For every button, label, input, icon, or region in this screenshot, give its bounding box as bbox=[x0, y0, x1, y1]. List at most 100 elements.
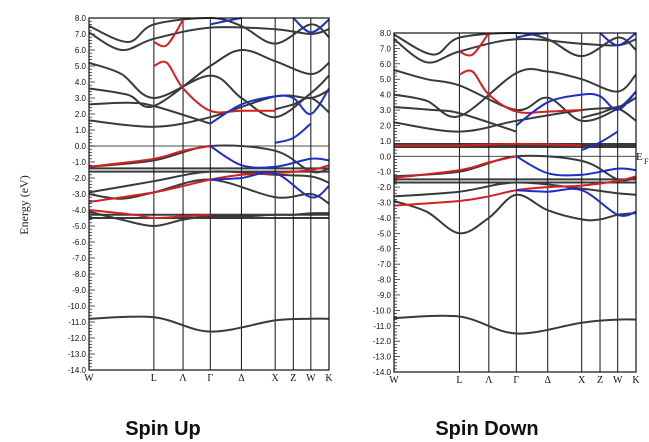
k-point-label: L bbox=[151, 373, 157, 384]
y-tick-label: -9.0 bbox=[72, 286, 86, 295]
y-tick-label: -11.0 bbox=[68, 318, 86, 327]
k-point-label: Z bbox=[597, 375, 603, 386]
black-band-line bbox=[88, 48, 330, 109]
blue-band-line bbox=[274, 122, 312, 144]
black-band-line bbox=[88, 315, 330, 333]
k-point-label: W bbox=[306, 373, 316, 384]
y-axis-label: Energy (eV) bbox=[17, 175, 31, 234]
y-tick-label: -14.0 bbox=[68, 366, 87, 375]
blue-band-line bbox=[581, 130, 619, 152]
k-point-label: K bbox=[325, 373, 333, 384]
y-tick-label: 1.0 bbox=[75, 126, 87, 135]
blue-band-line bbox=[516, 187, 637, 217]
y-tick-label: -13.0 bbox=[68, 350, 87, 359]
k-point-label: K bbox=[632, 375, 640, 386]
black-band-line bbox=[393, 314, 637, 335]
y-tick-label: 1.0 bbox=[380, 137, 392, 146]
y-tick-label: -2.0 bbox=[377, 183, 391, 192]
black-band-line bbox=[393, 68, 637, 118]
y-tick-label: -1.0 bbox=[72, 158, 86, 167]
y-tick-label: 0.0 bbox=[380, 152, 392, 161]
k-point-label: Δ bbox=[238, 373, 245, 384]
black-band-line bbox=[274, 96, 330, 114]
y-tick-label: -10.0 bbox=[68, 302, 87, 311]
y-tick-label: -12.0 bbox=[68, 334, 87, 343]
red-band-line bbox=[393, 175, 637, 207]
y-tick-label: -5.0 bbox=[72, 222, 86, 231]
spin-up-panel: 8.0 7.0 6.0 5.0 4.0 3.0 2.0 1.0 0.0 -1.0 -2.0 -3.0 -… bbox=[68, 14, 334, 384]
blue-band-line bbox=[210, 17, 242, 26]
k-point-label: Z bbox=[290, 373, 296, 384]
black-band-line bbox=[88, 101, 211, 125]
y-tick-label: -8.0 bbox=[377, 276, 391, 285]
spin-down-caption: Spin Down bbox=[435, 418, 538, 440]
red-band-line bbox=[153, 60, 276, 114]
k-point-label: W bbox=[389, 375, 399, 386]
y-tick-label: 0.0 bbox=[75, 142, 87, 151]
red-band-line bbox=[459, 69, 582, 114]
k-point-label: W bbox=[84, 373, 94, 384]
black-band-line bbox=[393, 154, 637, 182]
k-point-label: L bbox=[456, 375, 462, 386]
k-point-label: X bbox=[272, 373, 280, 384]
y-tick-label: 4.0 bbox=[380, 91, 392, 100]
y-tick-label: -7.0 bbox=[72, 254, 86, 263]
y-tick-label: 6.0 bbox=[380, 60, 392, 69]
y-tick-label: -3.0 bbox=[72, 190, 86, 199]
plot-frame bbox=[393, 32, 637, 373]
y-tick-label: -6.0 bbox=[72, 238, 86, 247]
red-band-line bbox=[88, 145, 211, 168]
red-band-line bbox=[153, 19, 184, 48]
black-band-line bbox=[88, 170, 330, 194]
k-point-label: Λ bbox=[485, 375, 493, 386]
blue-band-line bbox=[599, 32, 637, 47]
y-tick-label: -12.0 bbox=[373, 337, 392, 346]
y-tick-label: -7.0 bbox=[377, 260, 391, 269]
spin-up-caption: Spin Up bbox=[125, 418, 201, 440]
k-point-label: Λ bbox=[179, 373, 187, 384]
blue-band-line bbox=[515, 155, 637, 177]
k-point-label: X bbox=[578, 375, 586, 386]
y-tick-label: -11.0 bbox=[373, 322, 391, 331]
y-tick-label: -2.0 bbox=[72, 174, 86, 183]
red-band-line bbox=[393, 155, 517, 179]
fermi-level-label: E bbox=[636, 151, 643, 163]
red-band-line bbox=[459, 32, 490, 57]
black-band-line bbox=[581, 107, 637, 122]
black-band-line bbox=[88, 61, 330, 119]
red-band-line bbox=[393, 142, 582, 147]
y-tick-label: -14.0 bbox=[373, 368, 392, 377]
black-band-line bbox=[393, 193, 637, 235]
blue-band-line bbox=[209, 145, 330, 169]
red-band-line bbox=[88, 164, 330, 203]
y-tick-label: -3.0 bbox=[377, 199, 391, 208]
black-band-line bbox=[393, 96, 637, 133]
k-point-label: W bbox=[613, 375, 623, 386]
fermi-level-subscript: F bbox=[644, 157, 649, 166]
k-point-label: Δ bbox=[544, 375, 551, 386]
y-tick-label: 8.0 bbox=[380, 29, 392, 38]
y-tick-label: -4.0 bbox=[377, 214, 391, 223]
y-tick-label: 7.0 bbox=[380, 44, 392, 53]
black-band-line bbox=[393, 181, 637, 198]
k-point-label: Γ bbox=[207, 373, 213, 384]
y-tick-label: -10.0 bbox=[373, 306, 392, 315]
y-tick-label: 7.0 bbox=[75, 30, 87, 39]
y-tick-label: -8.0 bbox=[72, 270, 86, 279]
y-tick-label: -9.0 bbox=[377, 291, 391, 300]
y-tick-label: 6.0 bbox=[75, 46, 87, 55]
y-tick-label: 8.0 bbox=[75, 14, 87, 23]
blue-band-line bbox=[515, 90, 637, 127]
black-band-line bbox=[88, 26, 330, 52]
y-tick-label: 4.0 bbox=[75, 78, 87, 87]
y-tick-label: -5.0 bbox=[377, 229, 391, 238]
black-band-line bbox=[393, 106, 517, 133]
plot-frame bbox=[88, 17, 330, 371]
y-tick-label: 3.0 bbox=[380, 106, 392, 115]
y-tick-label: -1.0 bbox=[377, 168, 391, 177]
black-band-line bbox=[88, 210, 330, 227]
blue-band-line bbox=[209, 87, 330, 125]
k-point-label: Γ bbox=[513, 375, 519, 386]
black-band-line bbox=[88, 144, 330, 174]
